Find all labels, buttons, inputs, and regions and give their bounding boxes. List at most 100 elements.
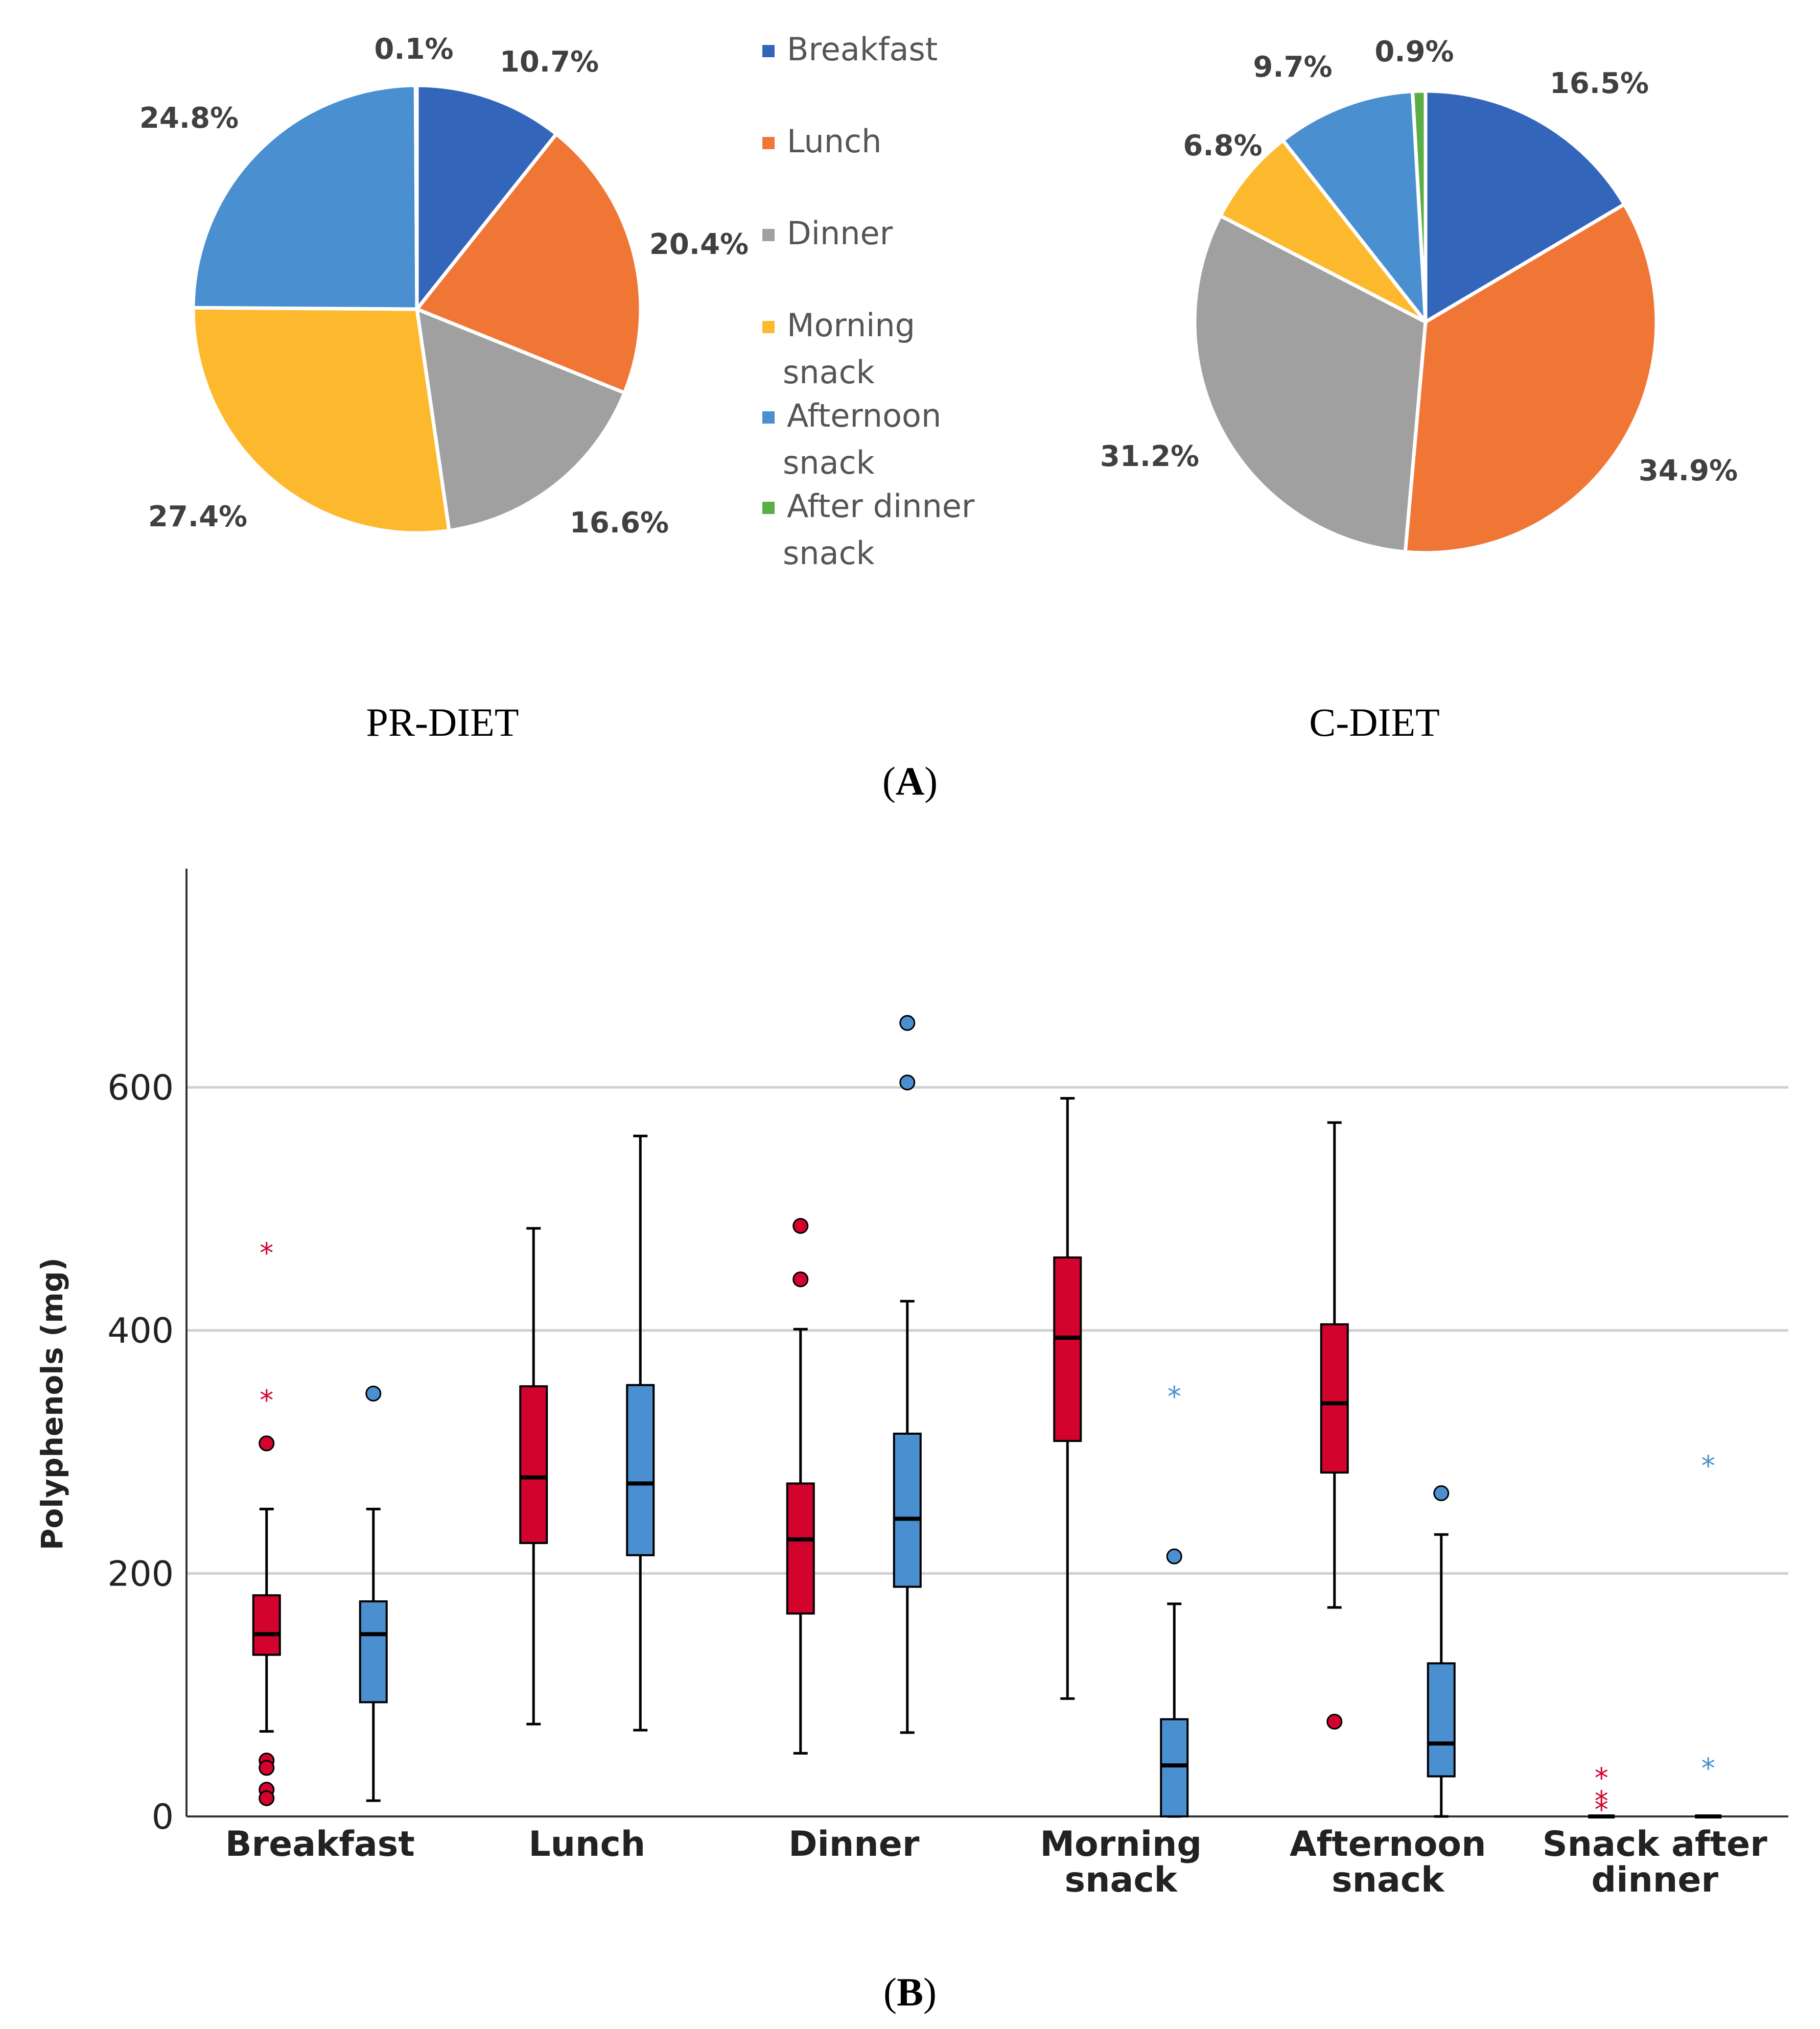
pie-c-diet-title: C-DIET: [1309, 700, 1440, 744]
box-c-diet-morning-snack-iqr: [1160, 1718, 1189, 1818]
pie-slice-dinner: [415, 307, 626, 532]
box-c-diet-lunch: [626, 1134, 655, 1732]
legend-swatch-lunch: [762, 137, 775, 149]
panel-b-letter: B: [897, 1970, 923, 2014]
box-pr-diet-snack-after-dinner-extreme-2: *: [1595, 1785, 1608, 1817]
pie-slice-afternoon-snack: [191, 83, 419, 311]
box-pr-diet-breakfast-outlier-1: [259, 1435, 275, 1452]
box-pr-diet-breakfast-extreme-1: *: [260, 1237, 273, 1269]
legend-label-afternoon-snack: Afternoon snack: [783, 397, 941, 481]
box-pr-diet-breakfast-iqr: [252, 1594, 281, 1656]
box-c-diet-morning-snack: *: [1160, 1381, 1189, 1818]
x-tick-label-breakfast: Breakfast: [225, 1824, 415, 1864]
box-pr-diet-dinner: [786, 1218, 815, 1755]
legend-label-lunch: Lunch: [787, 123, 881, 160]
box-c-diet-dinner-outlier-1: [899, 1015, 916, 1031]
box-pr-diet-breakfast-extreme-2: *: [260, 1384, 273, 1416]
legend-swatch-dinner: [762, 229, 775, 241]
slice-label-after-dinner-snack: 0.9%: [1374, 35, 1454, 68]
box-c-diet-afternoon-snack-outlier-1: [1433, 1485, 1450, 1501]
box-c-diet-breakfast: [359, 1385, 388, 1802]
box-c-diet-snack-after-dinner: **: [1695, 1450, 1722, 1818]
box-pr-diet-morning-snack-iqr: [1053, 1256, 1082, 1442]
y-tick-label-200: 200: [107, 1554, 174, 1594]
box-pr-diet-afternoon-snack-iqr: [1320, 1323, 1349, 1474]
box-pr-diet-breakfast-outlier-3: [259, 1760, 275, 1776]
slice-label-afternoon-snack: 9.7%: [1253, 51, 1332, 84]
x-tick-label-lunch: Lunch: [528, 1824, 645, 1864]
box-pr-diet-snack-after-dinner-extreme-3: *: [1595, 1793, 1608, 1826]
legend-label-morning-snack: Morning snack: [783, 307, 915, 391]
box-pr-diet-afternoon-snack: [1320, 1121, 1349, 1730]
box-pr-diet-breakfast-outlier-5: [259, 1790, 275, 1806]
legend-swatch-afternoon-snack: [762, 411, 775, 424]
legend-label-after-dinner-snack: After dinner snack: [783, 487, 975, 572]
legend: Breakfast Lunch Dinner Morning snackAfternoo…: [762, 31, 975, 572]
box-c-diet-dinner-outlier-2: [899, 1075, 916, 1091]
slice-label-morning-snack: 27.4%: [148, 500, 247, 533]
box-c-diet-afternoon-snack: [1427, 1485, 1456, 1818]
box-c-diet-afternoon-snack-iqr: [1427, 1662, 1456, 1778]
legend-label-dinner: Dinner: [787, 215, 893, 252]
box-pr-diet-snack-after-dinner: ***: [1588, 1762, 1615, 1826]
y-tick-label-400: 400: [107, 1311, 174, 1351]
panel-a-letter: A: [896, 759, 924, 803]
box-pr-diet-morning-snack: [1053, 1097, 1082, 1700]
box-c-diet-lunch-iqr: [626, 1384, 655, 1556]
box-pr-diet-afternoon-snack-outlier-1: [1326, 1714, 1343, 1730]
x-tick-label-snack-after-dinner-line2: dinner: [1592, 1860, 1719, 1900]
pie-slice-lunch: [1403, 202, 1659, 555]
y-tick-label-0: 0: [152, 1797, 174, 1837]
box-pr-diet-breakfast: **: [252, 1237, 281, 1806]
box-c-diet-breakfast-outlier-1: [365, 1385, 382, 1402]
pie-slice-after-dinner-snack: [413, 83, 419, 311]
panel-b-caption: (B): [883, 1970, 937, 2014]
pie-slice-lunch: [415, 132, 643, 395]
box-pr-diet-dinner-outlier-1: [792, 1218, 809, 1234]
slice-label-dinner: 16.6%: [570, 506, 669, 540]
pie-slice-morning-snack: [1219, 138, 1428, 324]
x-tick-label-afternoon-snack-line1: Afternoon: [1290, 1824, 1486, 1864]
legend-swatch-after-dinner-snack: [762, 502, 775, 514]
x-tick-label-snack-after-dinner-line1: Snack after: [1543, 1824, 1768, 1864]
box-pr-diet-lunch-iqr: [519, 1385, 548, 1544]
box-c-diet-morning-snack-extreme-1: *: [1168, 1381, 1181, 1413]
x-tick-label-morning-snack-line2: snack: [1065, 1860, 1178, 1900]
pie-slice-after-dinner-snack: [1410, 89, 1428, 324]
slice-label-after-dinner-snack: 0.1%: [374, 33, 453, 66]
legend-swatch-morning-snack: [762, 321, 775, 333]
slice-label-lunch: 20.4%: [649, 228, 749, 261]
panel-a-caption: (A): [882, 759, 938, 803]
pie-slice-morning-snack: [191, 306, 451, 535]
pie-pr-diet: 10.7% 20.4% 16.6% 27.4% 24.8% 0.1%: [139, 33, 749, 540]
pie-slice-breakfast: [415, 83, 558, 311]
box-c-diet-dinner: [893, 1015, 922, 1734]
x-tick-label-dinner: Dinner: [788, 1824, 920, 1864]
box-c-diet-snack-after-dinner-extreme-1: *: [1701, 1450, 1715, 1482]
box-pr-diet-dinner-outlier-2: [792, 1271, 809, 1288]
box-pr-diet-snack-after-dinner-extreme-1: *: [1595, 1762, 1608, 1794]
pie-slice-dinner: [1193, 214, 1428, 554]
pie-c-diet: 16.5% 34.9% 31.2% 6.8% 9.7% 0.9%: [1100, 35, 1738, 555]
box-c-diet-morning-snack-outlier-1: [1166, 1548, 1182, 1565]
box-pr-diet-dinner-iqr: [786, 1482, 815, 1615]
pie-slice-breakfast: [1424, 89, 1626, 324]
x-tick-label-morning-snack-line1: Morning: [1040, 1824, 1202, 1864]
x-tick-label-afternoon-snack-line2: snack: [1332, 1860, 1445, 1900]
box-c-diet-dinner-iqr: [893, 1432, 922, 1588]
slice-label-breakfast: 16.5%: [1550, 67, 1649, 100]
pie-pr-diet-title: PR-DIET: [366, 700, 519, 744]
box-c-diet-snack-after-dinner-extreme-2: *: [1701, 1752, 1715, 1784]
slice-label-breakfast: 10.7%: [500, 45, 599, 79]
legend-label-breakfast: Breakfast: [787, 31, 938, 68]
slice-label-lunch: 34.9%: [1639, 454, 1738, 487]
pie-slice-afternoon-snack: [1281, 89, 1428, 324]
y-tick-label-600: 600: [107, 1068, 174, 1108]
slice-label-morning-snack: 6.8%: [1183, 129, 1262, 162]
legend-swatch-breakfast: [762, 45, 775, 57]
box-pr-diet-lunch: [519, 1227, 548, 1725]
slice-label-afternoon-snack: 24.8%: [139, 102, 239, 135]
box-c-diet-breakfast-iqr: [359, 1600, 388, 1704]
